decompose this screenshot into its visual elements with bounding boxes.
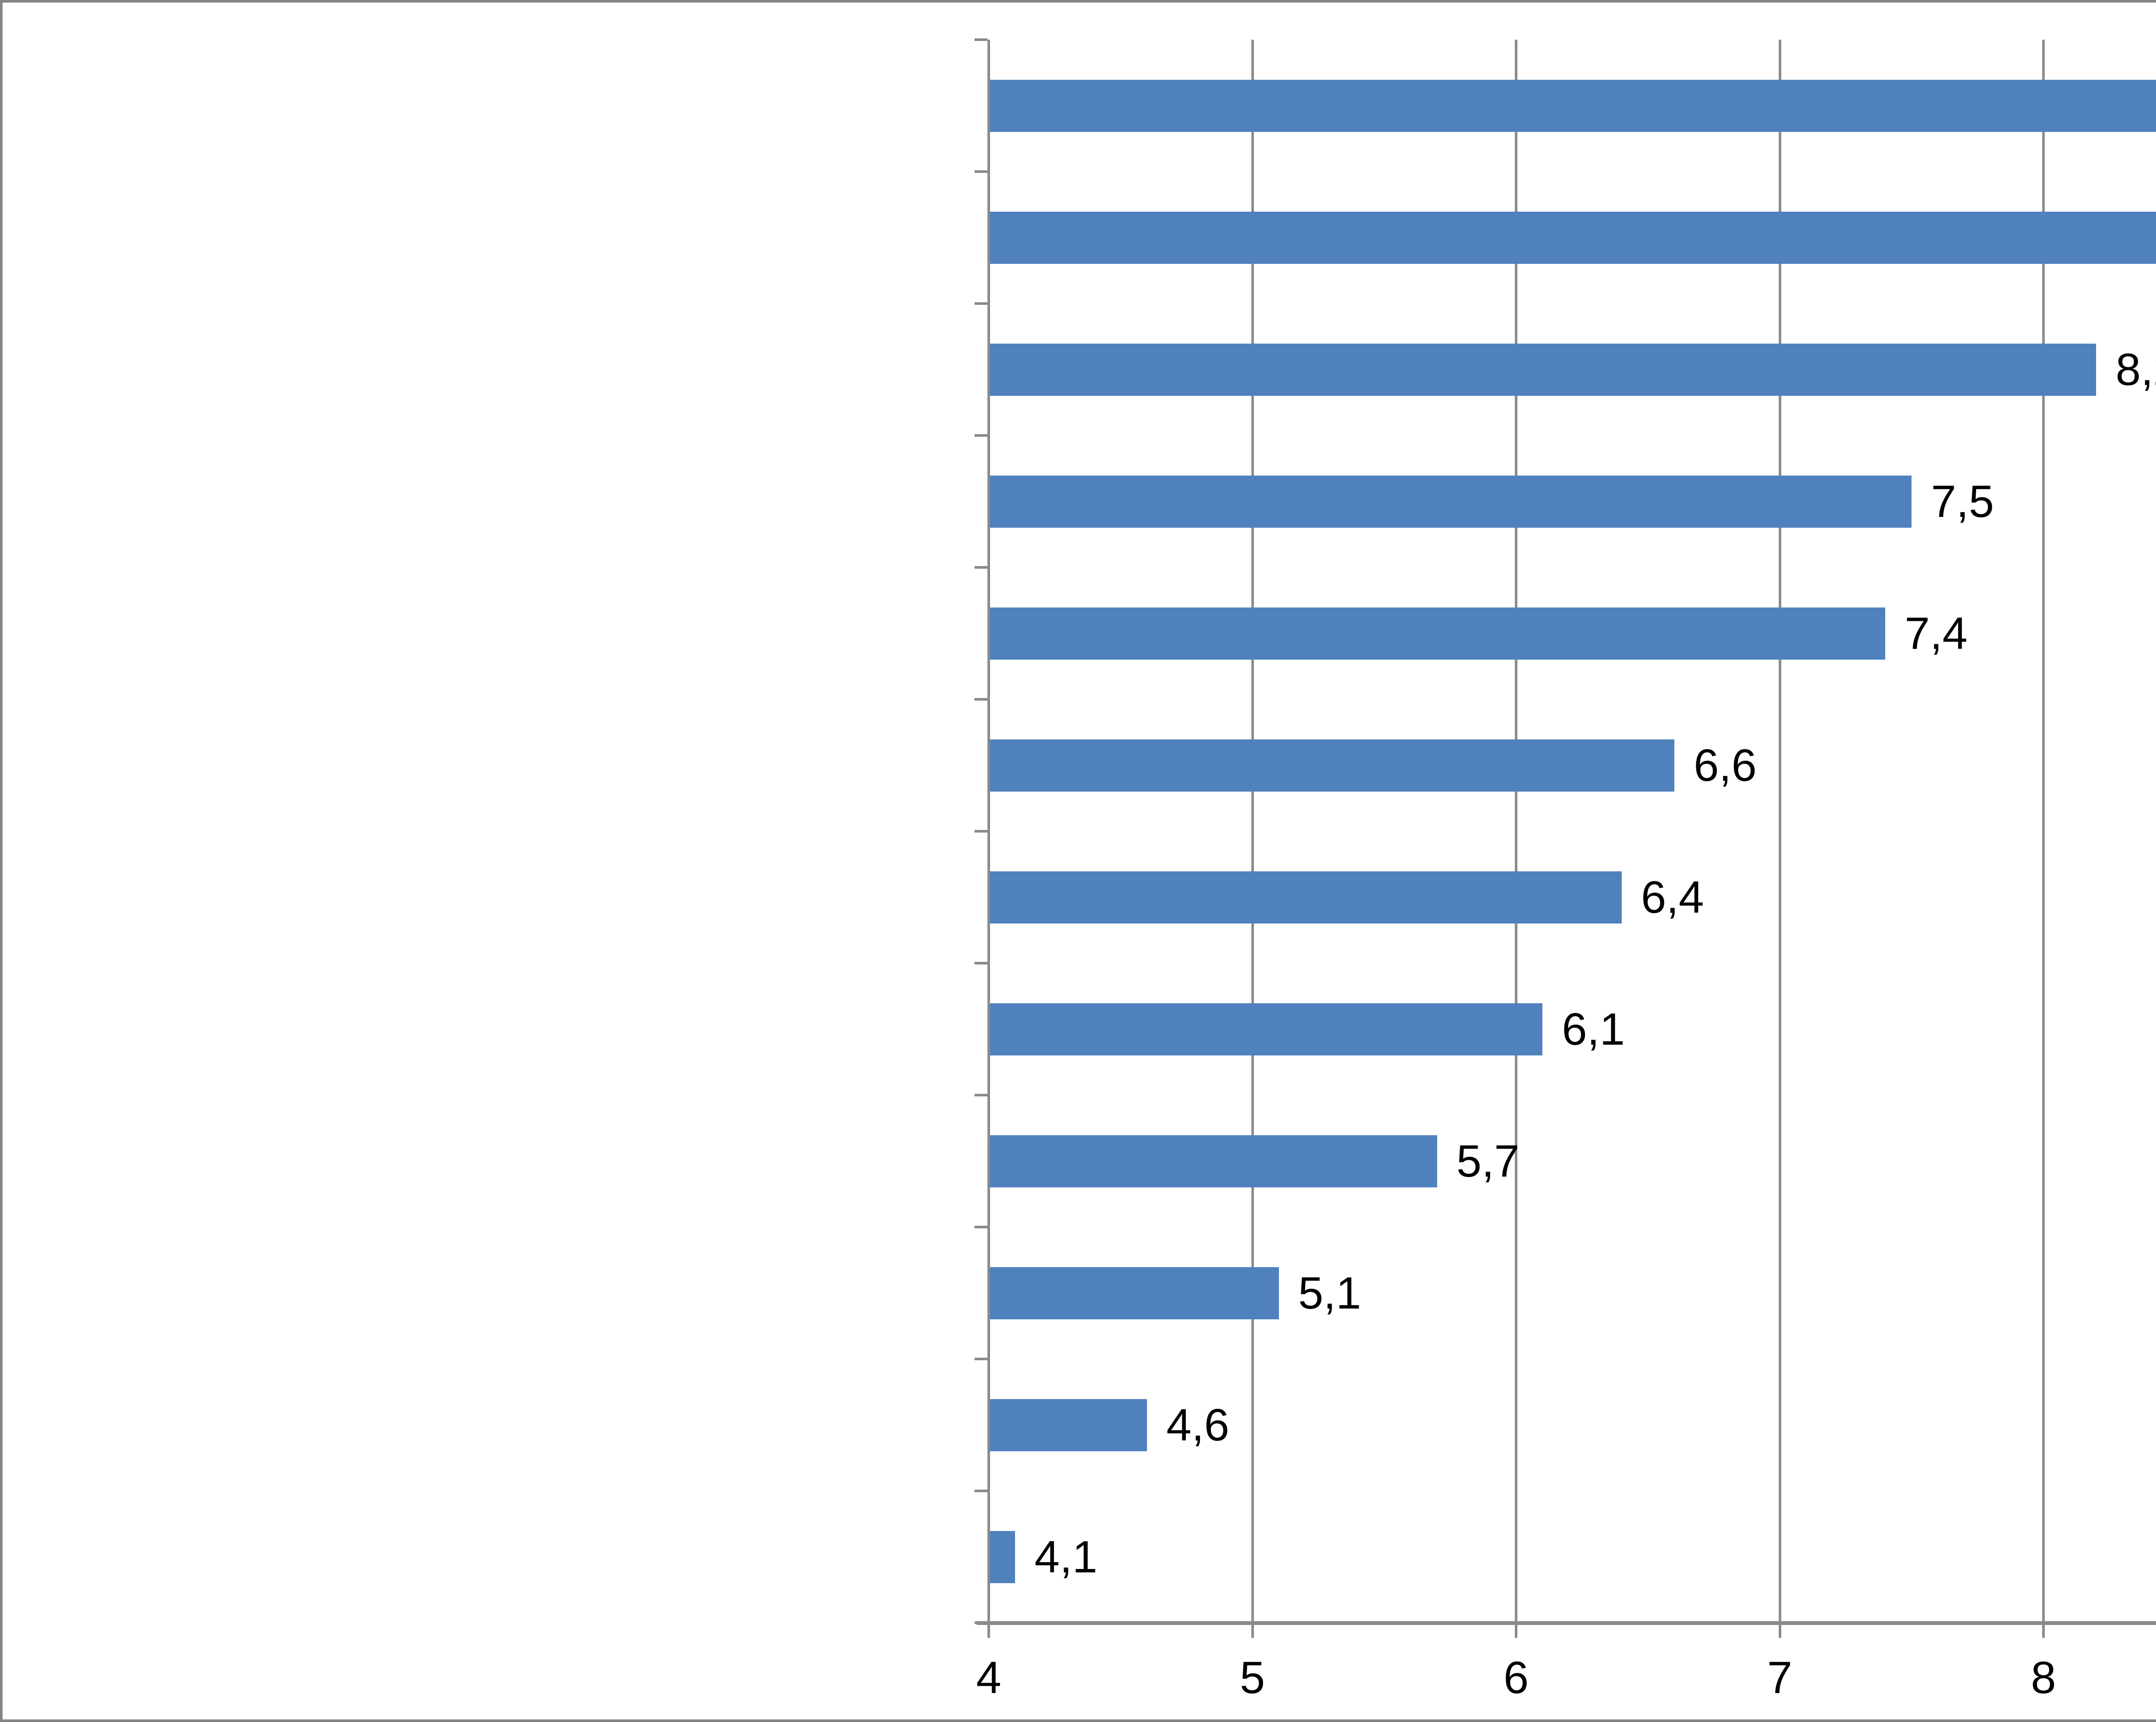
- x-axis-tick: [2042, 1625, 2045, 1638]
- y-axis-tick: [975, 38, 987, 41]
- y-axis-tick: [975, 566, 987, 569]
- y-axis-tick: [975, 302, 987, 305]
- value-label: 6,4: [1641, 872, 1704, 923]
- x-axis-tick-label: 5: [1240, 1653, 1265, 1703]
- gridline: [2042, 40, 2045, 1623]
- bar: [990, 79, 2156, 132]
- bar: [990, 1267, 1279, 1319]
- x-axis-tick: [1515, 1625, 1517, 1638]
- bar: [990, 343, 2096, 396]
- x-axis-tick-label: 4: [976, 1653, 1002, 1703]
- value-label: 8,2: [2115, 344, 2156, 395]
- bar: [990, 475, 1912, 528]
- y-axis-tick: [975, 170, 987, 173]
- x-axis-tick-label: 7: [1767, 1653, 1792, 1703]
- value-label: 5,7: [1456, 1136, 1520, 1187]
- bar: [990, 871, 1622, 924]
- y-axis-tick: [975, 1358, 987, 1360]
- bar: [990, 211, 2156, 264]
- value-label: 6,1: [1562, 1004, 1625, 1055]
- y-axis-tick: [975, 434, 987, 437]
- gridline: [1251, 40, 1254, 1623]
- value-label: 4,6: [1166, 1400, 1229, 1450]
- value-label: 5,1: [1298, 1268, 1361, 1318]
- value-label: 6,6: [1693, 740, 1757, 791]
- y-axis-tick: [975, 1490, 987, 1492]
- value-label: 7,5: [1931, 476, 1994, 527]
- value-label: 7,4: [1905, 608, 1968, 659]
- bar: [990, 1531, 1015, 1583]
- gridline: [1778, 40, 1781, 1623]
- x-axis-tick: [1251, 1625, 1254, 1638]
- x-axis-tick: [1778, 1625, 1781, 1638]
- y-axis-tick: [975, 1226, 987, 1228]
- bar: [990, 739, 1674, 792]
- value-label: 4,1: [1034, 1531, 1098, 1582]
- x-axis-tick: [987, 1625, 990, 1638]
- y-axis-tick: [975, 962, 987, 964]
- y-axis-tick: [975, 1094, 987, 1096]
- bar: [990, 1135, 1437, 1187]
- y-axis-line: [987, 40, 990, 1636]
- gridline: [1515, 40, 1517, 1623]
- y-axis-tick: [975, 830, 987, 833]
- bar: [990, 1003, 1543, 1055]
- y-axis-tick: [975, 698, 987, 701]
- x-axis-tick-label: 8: [2031, 1653, 2056, 1703]
- bar: [990, 607, 1886, 660]
- x-axis-line: [977, 1621, 2156, 1625]
- bar: [990, 1399, 1147, 1451]
- x-axis-tick-label: 6: [1503, 1653, 1529, 1703]
